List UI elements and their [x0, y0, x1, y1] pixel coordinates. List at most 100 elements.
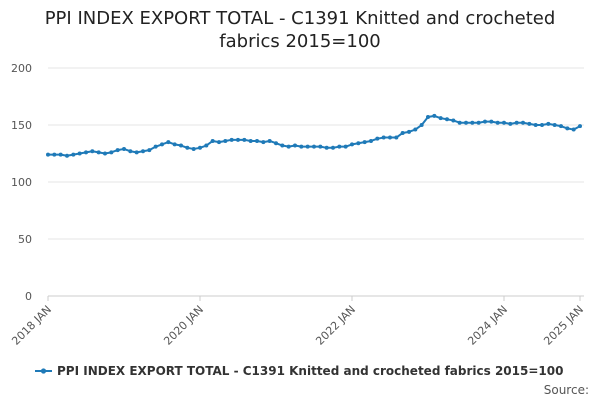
data-point [533, 123, 538, 127]
y-tick-label-0: 0 [25, 290, 32, 303]
data-point [229, 137, 234, 142]
data-point [185, 145, 190, 150]
data-point [248, 138, 253, 143]
data-point [267, 138, 272, 143]
data-point [122, 146, 126, 151]
data-point [464, 120, 468, 125]
data-point [324, 145, 329, 150]
data-point [223, 138, 228, 143]
data-point [343, 144, 348, 149]
x-tick-label-3: 2024 JAN [465, 303, 510, 348]
data-point [394, 135, 399, 140]
data-point [356, 141, 361, 146]
y-axis: 0 50 100 150 200 [11, 62, 32, 303]
data-point [527, 121, 532, 126]
y-tick-label-150: 150 [11, 119, 32, 132]
data-point [274, 141, 278, 146]
data-point [381, 135, 386, 140]
data-point [362, 140, 367, 145]
data-point [58, 152, 63, 157]
data-point [103, 151, 107, 156]
data-point [350, 142, 354, 147]
source-label: Source: [544, 383, 589, 397]
data-point [305, 144, 310, 149]
data-point [552, 123, 557, 127]
data-point [521, 120, 525, 125]
data-point [90, 149, 95, 154]
series-layer [46, 113, 582, 158]
data-point [166, 140, 171, 145]
legend-label: PPI INDEX EXPORT TOTAL - C1391 Knitted a… [57, 364, 563, 378]
data-point [46, 152, 50, 157]
data-point [413, 127, 418, 132]
data-point [438, 116, 443, 121]
data-point [457, 120, 462, 125]
series-line [48, 114, 581, 157]
data-point [84, 150, 88, 155]
data-point [255, 138, 259, 143]
data-point [236, 137, 240, 142]
x-tick-label-2: 2022 JAN [313, 303, 358, 348]
data-point [293, 143, 297, 148]
data-point [451, 118, 456, 123]
data-point [432, 113, 437, 118]
data-point [470, 120, 475, 125]
data-point [128, 149, 133, 154]
data-point [578, 124, 582, 129]
data-point [153, 144, 158, 149]
data-point [115, 148, 120, 153]
chart-title-line-1: PPI INDEX EXPORT TOTAL - C1391 Knitted a… [44, 8, 556, 29]
data-point [331, 145, 335, 150]
x-axis: 2018 JAN 2020 JAN 2022 JAN 2024 JAN 2025 JAN [9, 295, 586, 348]
x-tick-label-0: 2018 JAN [9, 303, 54, 348]
data-point [495, 120, 500, 125]
data-point [160, 142, 164, 147]
data-point [217, 140, 221, 145]
data-point [134, 150, 139, 155]
data-point [147, 148, 152, 153]
grid-lines [48, 67, 584, 240]
data-point [476, 120, 481, 125]
data-point [483, 119, 487, 124]
data-point [546, 121, 551, 126]
x-tick-label-4: 2025 JAN [541, 303, 586, 348]
data-point [141, 149, 145, 154]
data-point [445, 117, 449, 122]
data-point [261, 140, 266, 145]
data-point [337, 144, 342, 149]
data-point [400, 130, 405, 135]
data-point [407, 129, 411, 134]
data-point [191, 146, 196, 151]
data-point [286, 144, 291, 149]
data-point [109, 150, 114, 155]
data-point [388, 135, 392, 140]
data-point [540, 123, 544, 127]
chart-title-line-2: fabrics 2015=100 [219, 31, 381, 52]
data-point [65, 153, 69, 158]
legend-swatch-marker [40, 368, 47, 374]
data-point [571, 127, 576, 132]
data-point [419, 123, 424, 127]
data-point [369, 138, 373, 143]
data-point [375, 136, 380, 141]
data-point [508, 121, 513, 126]
data-point [318, 144, 323, 149]
data-point [489, 119, 494, 124]
data-point [502, 120, 506, 125]
data-point [426, 115, 430, 120]
data-point [52, 152, 57, 157]
y-tick-label-100: 100 [11, 176, 32, 189]
data-point [198, 145, 202, 150]
y-tick-label-50: 50 [18, 233, 32, 246]
data-point [96, 150, 101, 155]
data-point [179, 143, 183, 148]
legend[interactable]: PPI INDEX EXPORT TOTAL - C1391 Knitted a… [35, 364, 563, 378]
y-tick-label-200: 200 [11, 62, 32, 75]
data-point [77, 151, 82, 156]
data-point [210, 138, 215, 143]
data-point [172, 142, 177, 147]
data-point [312, 144, 316, 149]
x-tick-label-1: 2020 JAN [161, 303, 206, 348]
data-point [280, 143, 285, 148]
